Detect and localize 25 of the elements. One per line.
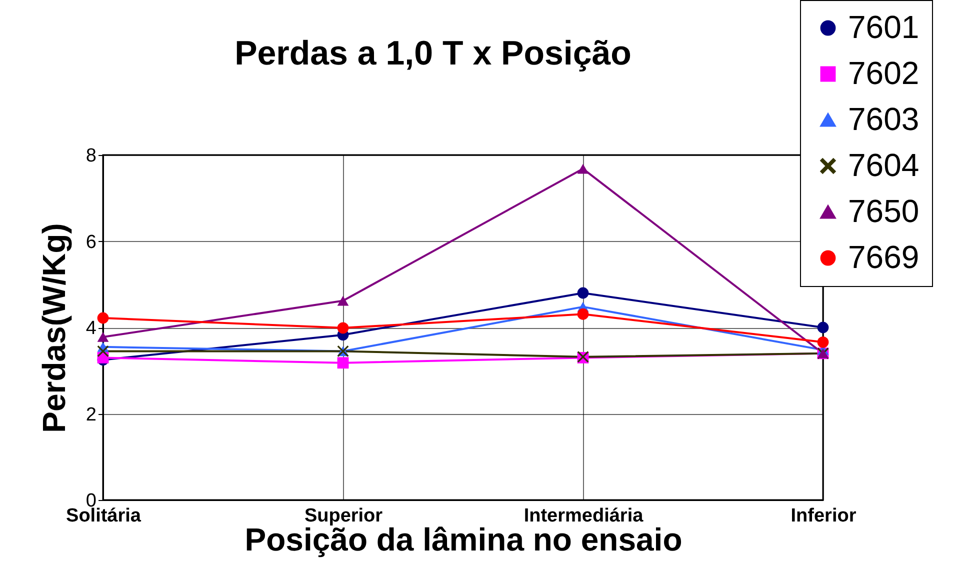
point [577,308,589,320]
y-tick-label: 8 [86,146,96,166]
x-tick-label: Inferior [790,506,857,526]
point [577,164,589,174]
x-tick-label: Intermediária [524,506,644,526]
legend-label: 7669 [848,239,920,275]
legend-label: 7602 [848,55,920,91]
y-axis-title: Perdas(W/Kg) [36,223,72,433]
y-tick-label: 6 [86,232,96,253]
legend-label: 7650 [848,193,920,229]
point [97,312,109,324]
point [337,357,349,369]
legend-label: 7604 [848,147,920,183]
point [817,336,829,348]
legend-label: 7603 [848,101,920,137]
legend-label: 7601 [848,9,920,45]
y-tick-label: 4 [86,318,97,339]
point [817,322,829,334]
point [577,287,589,299]
point [337,322,349,334]
point [97,332,109,342]
x-tick-label: Superior [304,506,384,526]
y-tick-label: 2 [86,404,96,426]
point [337,296,349,306]
chart-title: Perdas a 1,0 T x Posição [234,34,632,72]
